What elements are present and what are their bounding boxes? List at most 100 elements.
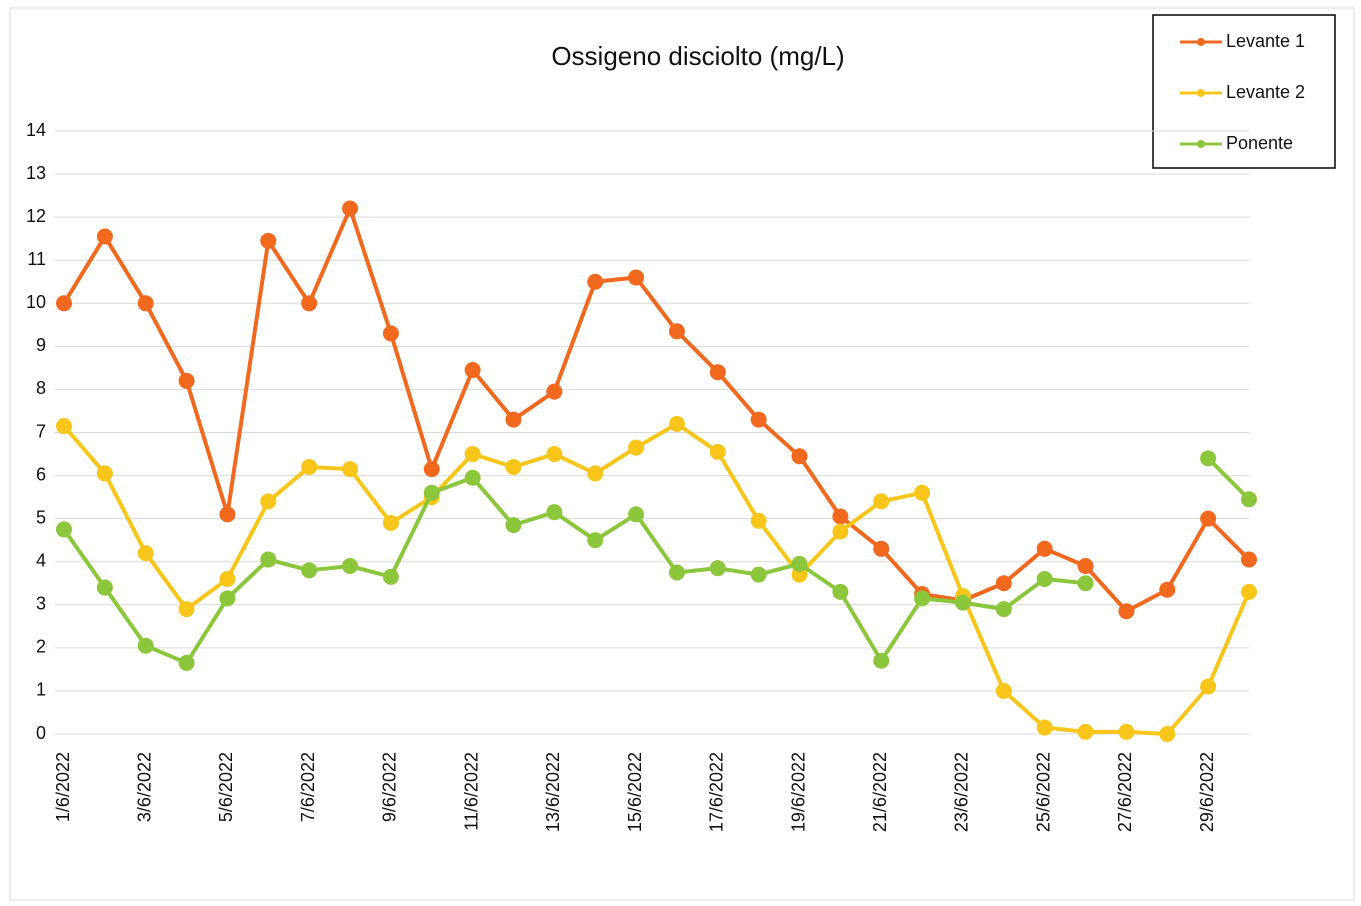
y-tick-label: 10 — [26, 292, 46, 312]
data-point — [1118, 603, 1135, 620]
y-tick-label: 14 — [26, 120, 46, 140]
data-point — [342, 200, 359, 217]
data-point — [832, 523, 849, 540]
data-point — [423, 461, 440, 478]
data-point — [56, 418, 72, 435]
data-point — [1200, 510, 1217, 527]
data-point — [1241, 491, 1257, 508]
y-tick-label: 6 — [36, 464, 46, 484]
data-point — [137, 637, 154, 654]
x-tick-label: 27/6/2022 — [1115, 752, 1135, 832]
data-point — [1241, 583, 1257, 600]
data-point — [628, 439, 645, 456]
y-tick-label: 4 — [36, 550, 46, 570]
data-point — [137, 295, 154, 312]
data-point — [96, 579, 113, 596]
data-point — [1036, 719, 1053, 736]
data-point — [546, 446, 563, 463]
data-point — [464, 469, 481, 486]
data-point — [873, 652, 890, 669]
data-point — [219, 590, 236, 607]
x-tick-label: 9/6/2022 — [380, 752, 400, 822]
x-tick-label: 29/6/2022 — [1197, 752, 1217, 832]
data-point — [587, 465, 604, 482]
series-line — [1206, 456, 1251, 501]
y-tick-label: 7 — [36, 421, 46, 441]
data-point — [342, 461, 359, 478]
data-point — [587, 532, 604, 549]
data-point — [791, 448, 808, 465]
y-tick-label: 3 — [36, 594, 46, 614]
data-point — [1241, 551, 1257, 568]
data-point — [1077, 575, 1094, 592]
y-tick-label: 12 — [26, 206, 46, 226]
data-point — [709, 443, 726, 460]
data-point — [832, 508, 849, 525]
data-point — [1200, 450, 1217, 467]
x-tick-label: 25/6/2022 — [1033, 752, 1053, 832]
x-tick-label: 7/6/2022 — [298, 752, 318, 822]
data-point — [546, 383, 563, 400]
data-point — [914, 590, 931, 607]
legend-label: Levante 1 — [1226, 31, 1305, 51]
y-tick-label: 5 — [36, 507, 46, 527]
data-point — [219, 570, 236, 587]
data-point — [96, 465, 113, 482]
data-point — [628, 269, 645, 286]
data-point — [1118, 723, 1135, 740]
data-point — [301, 458, 318, 475]
data-point — [1077, 723, 1094, 740]
data-point — [709, 560, 726, 577]
x-tick-label: 19/6/2022 — [788, 752, 808, 832]
x-tick-label: 3/6/2022 — [134, 752, 154, 822]
data-point — [750, 411, 767, 428]
legend-label: Ponente — [1226, 133, 1293, 153]
data-point — [995, 575, 1012, 592]
data-point — [587, 273, 604, 290]
data-point — [668, 564, 685, 581]
data-point — [1036, 540, 1053, 557]
data-point — [873, 540, 890, 557]
data-point — [873, 493, 890, 510]
data-point — [914, 484, 931, 501]
x-tick-label: 5/6/2022 — [216, 752, 236, 822]
data-point — [1159, 581, 1176, 598]
data-point — [301, 562, 318, 579]
data-point — [1036, 570, 1053, 587]
chart-frame — [9, 7, 1355, 901]
data-point — [505, 411, 522, 428]
legend-marker — [1197, 38, 1205, 46]
y-tick-label: 11 — [27, 249, 46, 269]
x-tick-label: 13/6/2022 — [543, 752, 563, 832]
data-point — [995, 601, 1012, 618]
data-point — [260, 232, 277, 249]
data-point — [750, 512, 767, 529]
data-point — [668, 415, 685, 432]
data-point — [1159, 726, 1176, 742]
data-point — [1077, 558, 1094, 575]
data-point — [464, 446, 481, 463]
y-tick-label: 8 — [36, 378, 46, 398]
data-point — [260, 493, 277, 510]
data-point — [178, 372, 195, 389]
data-point — [464, 362, 481, 379]
y-tick-label: 2 — [36, 637, 46, 657]
data-point — [505, 458, 522, 475]
y-tick-label: 0 — [36, 723, 46, 743]
legend-marker — [1197, 89, 1205, 97]
data-point — [56, 521, 72, 538]
x-tick-label: 1/6/2022 — [53, 752, 73, 822]
data-point — [995, 682, 1012, 699]
legend-marker — [1197, 140, 1205, 148]
data-point — [178, 654, 195, 671]
data-point — [668, 323, 685, 340]
legend-label: Levante 2 — [1226, 82, 1305, 102]
data-point — [791, 555, 808, 572]
data-point — [56, 295, 72, 312]
series-line — [62, 475, 1086, 665]
x-tick-label: 15/6/2022 — [625, 752, 645, 832]
data-point — [954, 594, 971, 611]
x-tick-label: 23/6/2022 — [952, 752, 972, 832]
data-point — [219, 506, 236, 523]
